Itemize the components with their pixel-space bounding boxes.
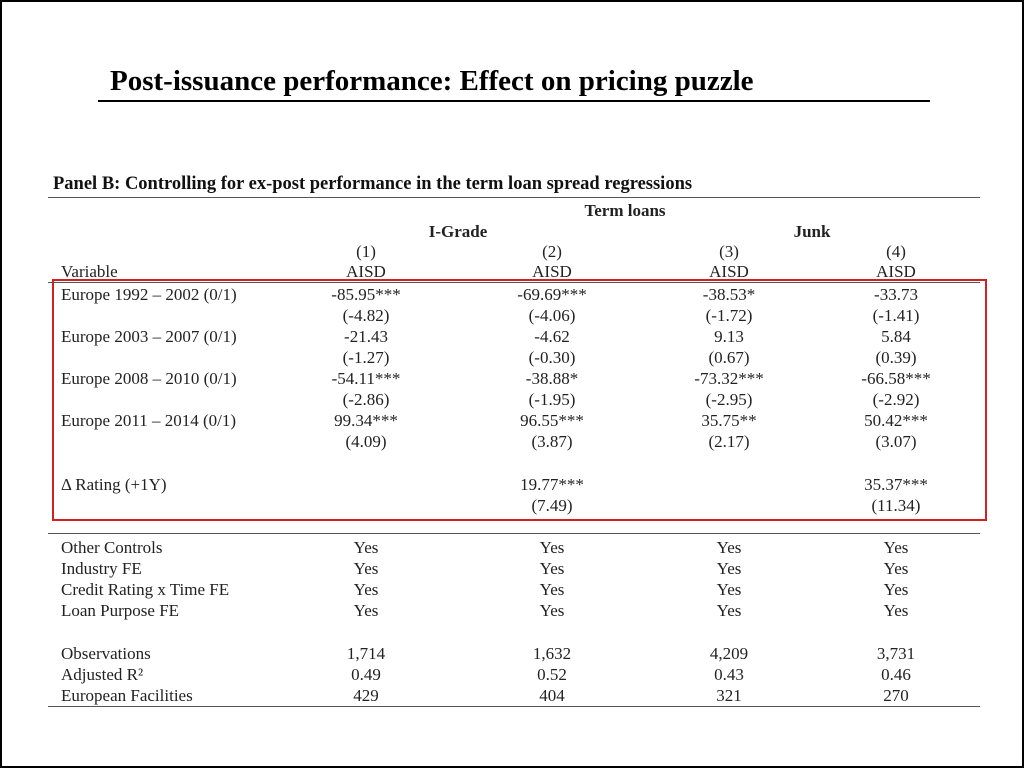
stat-cell: 1,632 [532, 644, 572, 663]
control-cell: Yes [353, 538, 379, 557]
col-label: AISD [876, 262, 916, 281]
coef-cell: 99.34*** [334, 411, 398, 430]
control-cell: Yes [883, 601, 909, 620]
group-header-igrade: I-Grade [428, 222, 488, 241]
coef-cell: -73.32*** [694, 369, 764, 388]
tstat-cell: (-4.06) [528, 306, 576, 325]
control-cell: Yes [883, 580, 909, 599]
control-cell: Yes [716, 538, 742, 557]
tstat-cell: (11.34) [871, 496, 921, 515]
stat-cell: 0.46 [881, 665, 911, 684]
col-label: AISD [532, 262, 572, 281]
tstat-cell: (-2.86) [342, 390, 390, 409]
col-label: AISD [346, 262, 386, 281]
control-cell: Yes [883, 559, 909, 578]
tstat-cell: (3.07) [875, 432, 917, 451]
control-cell: Yes [883, 538, 909, 557]
tstat-cell: (7.49) [531, 496, 573, 515]
col-number: (3) [719, 242, 739, 261]
row-label: Europe 1992 – 2002 (0/1) [61, 285, 237, 304]
tstat-cell: (4.09) [345, 432, 387, 451]
coef-cell: 50.42*** [864, 411, 928, 430]
coef-cell: -54.11*** [331, 369, 401, 388]
control-cell: Yes [539, 538, 565, 557]
coef-cell: 9.13 [714, 327, 744, 346]
col-number: (1) [356, 242, 376, 261]
col-number: (2) [542, 242, 562, 261]
stat-cell: 404 [539, 686, 565, 705]
control-cell: Yes [353, 559, 379, 578]
stat-cell: 321 [716, 686, 742, 705]
coef-cell: -33.73 [874, 285, 918, 304]
stat-cell: 429 [353, 686, 379, 705]
tstat-cell: (-2.92) [872, 390, 920, 409]
tstat-cell: (-1.95) [528, 390, 576, 409]
group-header-junk: Junk [793, 222, 831, 241]
row-label: Europe 2003 – 2007 (0/1) [61, 327, 237, 346]
tstat-cell: (-1.72) [705, 306, 753, 325]
control-cell: Yes [353, 601, 379, 620]
coef-cell: -38.88* [525, 369, 579, 388]
control-cell: Yes [716, 601, 742, 620]
stat-cell: 0.43 [714, 665, 744, 684]
control-cell: Yes [539, 601, 565, 620]
stat-cell: 3,731 [876, 644, 916, 663]
header-bottom-rule [48, 282, 980, 283]
coef-cell: -66.58*** [861, 369, 931, 388]
row-label: Δ Rating (+1Y) [61, 475, 167, 494]
stat-label: European Facilities [61, 686, 193, 705]
col-label: AISD [709, 262, 749, 281]
variable-header: Variable [61, 262, 118, 281]
panel-title: Panel B: Controlling for ex-post perform… [53, 174, 693, 194]
highlight-box [52, 279, 987, 521]
table-bottom-rule [48, 706, 980, 707]
stat-label: Observations [61, 644, 151, 663]
tstat-cell: (-4.82) [342, 306, 390, 325]
group-header-term-loans: Term loans [584, 201, 666, 220]
tstat-cell: (-0.30) [528, 348, 576, 367]
coef-cell: 5.84 [881, 327, 911, 346]
row-label: Europe 2008 – 2010 (0/1) [61, 369, 237, 388]
row-label: Europe 2011 – 2014 (0/1) [61, 411, 237, 430]
stat-label: Adjusted R² [61, 665, 144, 684]
coef-cell: -69.69*** [517, 285, 587, 304]
coef-cell: 35.75** [701, 411, 757, 430]
control-label: Credit Rating x Time FE [61, 580, 230, 599]
coef-cell: -85.95*** [331, 285, 401, 304]
table-top-rule [48, 197, 980, 198]
section-rule [48, 533, 980, 534]
stat-cell: 1,714 [346, 644, 386, 663]
stat-cell: 4,209 [709, 644, 749, 663]
tstat-cell: (-1.41) [872, 306, 920, 325]
control-cell: Yes [716, 559, 742, 578]
stat-cell: 0.52 [537, 665, 567, 684]
coef-cell: 96.55*** [520, 411, 584, 430]
control-label: Industry FE [61, 559, 142, 578]
coef-cell: -4.62 [534, 327, 570, 346]
col-number: (4) [886, 242, 906, 261]
coef-cell: -38.53* [702, 285, 756, 304]
coef-cell: 19.77*** [520, 475, 584, 494]
control-cell: Yes [539, 559, 565, 578]
coef-cell: 35.37*** [864, 475, 928, 494]
coef-cell: -21.43 [344, 327, 388, 346]
tstat-cell: (-2.95) [705, 390, 753, 409]
control-cell: Yes [539, 580, 565, 599]
stat-cell: 0.49 [351, 665, 381, 684]
control-label: Other Controls [61, 538, 163, 557]
tstat-cell: (0.39) [875, 348, 917, 367]
control-cell: Yes [716, 580, 742, 599]
tstat-cell: (-1.27) [342, 348, 390, 367]
stat-cell: 270 [883, 686, 909, 705]
control-label: Loan Purpose FE [61, 601, 180, 620]
tstat-cell: (2.17) [708, 432, 750, 451]
control-cell: Yes [353, 580, 379, 599]
slide-title: Post-issuance performance: Effect on pri… [98, 62, 930, 102]
tstat-cell: (0.67) [708, 348, 750, 367]
tstat-cell: (3.87) [531, 432, 573, 451]
